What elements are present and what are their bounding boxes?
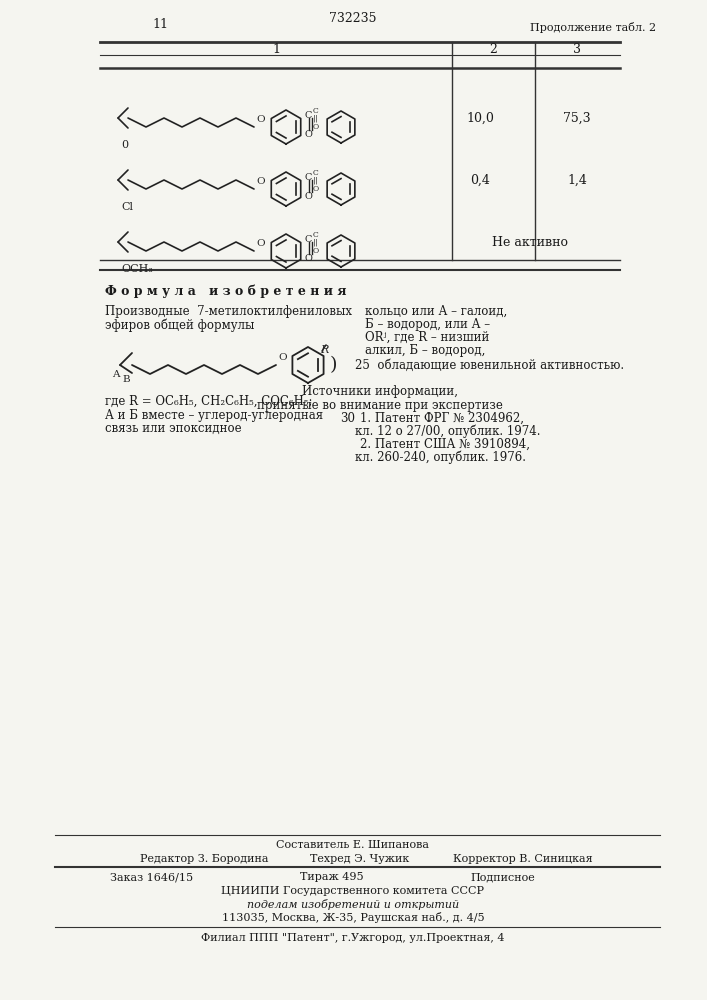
Text: связь или эпоксидное: связь или эпоксидное xyxy=(105,422,242,435)
Text: эфиров общей формулы: эфиров общей формулы xyxy=(105,318,255,332)
Text: 2: 2 xyxy=(489,43,497,56)
Text: Тираж 495: Тираж 495 xyxy=(300,872,363,882)
Text: 732235: 732235 xyxy=(329,12,377,25)
Text: O: O xyxy=(305,192,313,201)
Text: 1. Патент ФРГ № 2304962,: 1. Патент ФРГ № 2304962, xyxy=(360,412,524,425)
Text: кл. 260-240, опублик. 1976.: кл. 260-240, опублик. 1976. xyxy=(355,451,526,464)
Text: 2. Патент США № 3910894,: 2. Патент США № 3910894, xyxy=(360,438,530,451)
Text: O: O xyxy=(305,254,313,263)
Text: Составитель Е. Шипанова: Составитель Е. Шипанова xyxy=(276,840,429,850)
Text: Источники информации,: Источники информации, xyxy=(302,385,458,398)
Text: O: O xyxy=(278,353,286,361)
Text: Ф о р м у л а   и з о б р е т е н и я: Ф о р м у л а и з о б р е т е н и я xyxy=(105,285,346,298)
Text: 1: 1 xyxy=(272,43,280,56)
Text: ||: || xyxy=(313,177,319,185)
Text: O: O xyxy=(313,123,319,131)
Text: Заказ 1646/15: Заказ 1646/15 xyxy=(110,872,193,882)
Text: Филиал ППП "Патент", г.Ужгород, ул.Проектная, 4: Филиал ППП "Патент", г.Ужгород, ул.Проек… xyxy=(201,933,505,943)
Text: C: C xyxy=(305,172,312,182)
Text: 10,0: 10,0 xyxy=(466,111,494,124)
Text: A: A xyxy=(112,370,119,379)
Text: А и Б вместе – углерод-углеродная: А и Б вместе – углерод-углеродная xyxy=(105,409,323,422)
Text: 30: 30 xyxy=(340,412,355,425)
Text: ORʲ, где R – низший: ORʲ, где R – низший xyxy=(365,331,489,344)
Text: ): ) xyxy=(330,356,337,374)
Text: 0,4: 0,4 xyxy=(470,174,490,186)
Text: 25  обладающие ювенильной активностью.: 25 обладающие ювенильной активностью. xyxy=(355,359,624,372)
Text: O: O xyxy=(305,130,313,139)
Text: B: B xyxy=(122,375,129,384)
Text: O: O xyxy=(256,115,264,124)
Text: принятые во внимание при экспертизе: принятые во внимание при экспертизе xyxy=(257,399,503,412)
Text: Не активно: Не активно xyxy=(492,235,568,248)
Text: Техред Э. Чужик: Техред Э. Чужик xyxy=(310,854,409,864)
Text: C: C xyxy=(313,169,319,177)
Text: Производные  7-метилоктилфениловых: Производные 7-метилоктилфениловых xyxy=(105,305,352,318)
Text: кольцо или А – галоид,: кольцо или А – галоид, xyxy=(365,305,507,318)
Text: 75,3: 75,3 xyxy=(563,111,591,124)
Text: Редактор З. Бородина: Редактор З. Бородина xyxy=(140,854,269,864)
Text: R: R xyxy=(320,345,328,355)
Text: поделам изобретений и открытий: поделам изобретений и открытий xyxy=(247,899,459,910)
Text: 11: 11 xyxy=(152,18,168,31)
Text: кл. 12 о 27/00, опублик. 1974.: кл. 12 о 27/00, опублик. 1974. xyxy=(355,425,540,438)
Text: O: O xyxy=(256,239,264,248)
Text: O: O xyxy=(313,247,319,255)
Text: 0: 0 xyxy=(121,140,128,150)
Text: где R = OC₆H₅, CH₂C₆H₅, COC₆H₅;: где R = OC₆H₅, CH₂C₆H₅, COC₆H₅; xyxy=(105,395,312,408)
Text: Подписное: Подписное xyxy=(470,872,534,882)
Text: 3: 3 xyxy=(573,43,581,56)
Text: 113035, Москва, Ж-35, Раушская наб., д. 4/5: 113035, Москва, Ж-35, Раушская наб., д. … xyxy=(222,912,484,923)
Text: ||: || xyxy=(313,239,319,247)
Text: ||: || xyxy=(313,115,319,123)
Text: ЦНИИПИ Государственного комитета СССР: ЦНИИПИ Государственного комитета СССР xyxy=(221,886,484,896)
Text: O: O xyxy=(313,185,319,193)
Text: OCH₃: OCH₃ xyxy=(121,264,153,274)
Text: 1,4: 1,4 xyxy=(567,174,587,186)
Text: O: O xyxy=(256,178,264,186)
Text: Б – водород, или А –: Б – водород, или А – xyxy=(365,318,490,331)
Text: C: C xyxy=(313,231,319,239)
Text: C: C xyxy=(305,234,312,243)
Text: Продолжение табл. 2: Продолжение табл. 2 xyxy=(530,22,656,33)
Text: C: C xyxy=(305,110,312,119)
Text: алкил, Б – водород,: алкил, Б – водород, xyxy=(365,344,486,357)
Text: C: C xyxy=(313,107,319,115)
Text: Корректор В. Синицкая: Корректор В. Синицкая xyxy=(453,854,592,864)
Text: Cl: Cl xyxy=(121,202,133,212)
